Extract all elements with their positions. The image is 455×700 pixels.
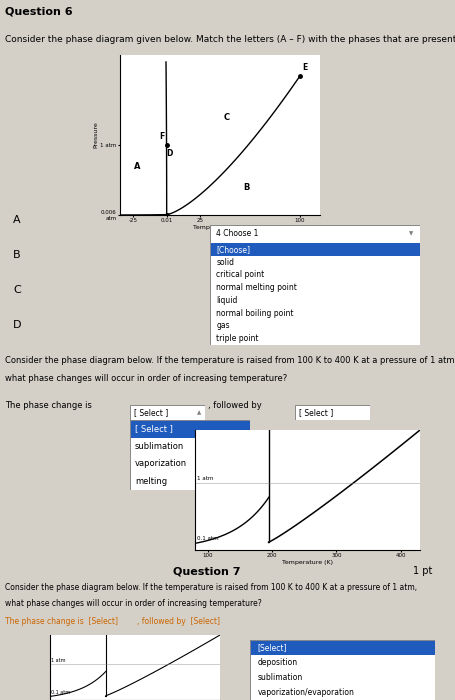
FancyBboxPatch shape bbox=[250, 670, 435, 685]
Text: C: C bbox=[13, 285, 21, 295]
Text: F: F bbox=[159, 132, 164, 141]
Text: Question 7: Question 7 bbox=[173, 566, 240, 576]
FancyBboxPatch shape bbox=[295, 405, 370, 420]
FancyBboxPatch shape bbox=[130, 420, 250, 438]
FancyBboxPatch shape bbox=[210, 332, 420, 345]
Text: normal boiling point: normal boiling point bbox=[216, 309, 294, 318]
Text: 4 Choose 1: 4 Choose 1 bbox=[216, 230, 259, 239]
Text: C: C bbox=[223, 113, 230, 122]
Text: [ Select ]: [ Select ] bbox=[299, 408, 333, 417]
FancyBboxPatch shape bbox=[210, 269, 420, 281]
Text: Consider the phase diagram below. If the temperature is raised from 100 K to 400: Consider the phase diagram below. If the… bbox=[5, 356, 455, 365]
Text: sublimation: sublimation bbox=[258, 673, 303, 682]
FancyBboxPatch shape bbox=[130, 455, 250, 472]
FancyBboxPatch shape bbox=[130, 473, 250, 490]
FancyBboxPatch shape bbox=[250, 685, 435, 700]
Text: [Choose]: [Choose] bbox=[216, 245, 250, 254]
Text: The phase change is  [Select]        , followed by  [Select]: The phase change is [Select] , followed … bbox=[5, 617, 220, 626]
Text: 0.1 atm: 0.1 atm bbox=[197, 536, 218, 541]
Text: vaporization: vaporization bbox=[135, 459, 187, 468]
Text: gas: gas bbox=[216, 321, 230, 330]
Text: melting: melting bbox=[135, 477, 167, 486]
Text: , followed by: , followed by bbox=[208, 400, 262, 410]
FancyBboxPatch shape bbox=[250, 640, 435, 655]
FancyBboxPatch shape bbox=[210, 256, 420, 269]
Text: 1 atm: 1 atm bbox=[51, 658, 66, 663]
Text: what phase changes will occur in order of increasing temperature?: what phase changes will occur in order o… bbox=[5, 374, 287, 383]
Text: B: B bbox=[13, 250, 21, 260]
FancyBboxPatch shape bbox=[130, 405, 205, 420]
Text: critical point: critical point bbox=[216, 270, 264, 279]
Text: [ Select ]: [ Select ] bbox=[134, 408, 168, 417]
Text: Consider the phase diagram given below. Match the letters (A – F) with the phase: Consider the phase diagram given below. … bbox=[5, 36, 455, 45]
Text: A: A bbox=[134, 162, 141, 171]
X-axis label: Temperature (°C): Temperature (°C) bbox=[193, 225, 247, 230]
Text: B: B bbox=[243, 183, 250, 192]
Text: Question 6: Question 6 bbox=[5, 6, 72, 16]
Text: liquid: liquid bbox=[216, 296, 238, 305]
FancyBboxPatch shape bbox=[130, 438, 250, 455]
Text: solid: solid bbox=[216, 258, 234, 267]
FancyBboxPatch shape bbox=[210, 319, 420, 332]
X-axis label: Temperature (K): Temperature (K) bbox=[282, 560, 333, 565]
Text: ▲: ▲ bbox=[197, 410, 201, 415]
Text: A: A bbox=[13, 215, 21, 225]
FancyBboxPatch shape bbox=[210, 225, 420, 243]
FancyBboxPatch shape bbox=[210, 294, 420, 307]
Y-axis label: Pressure: Pressure bbox=[94, 122, 99, 148]
Text: normal melting point: normal melting point bbox=[216, 283, 297, 292]
Text: The phase change is: The phase change is bbox=[5, 400, 91, 410]
Text: sublimation: sublimation bbox=[135, 442, 184, 451]
Text: ▼: ▼ bbox=[410, 232, 414, 237]
Text: Consider the phase diagram below. If the temperature is raised from 100 K to 400: Consider the phase diagram below. If the… bbox=[5, 582, 417, 592]
Text: D: D bbox=[13, 321, 21, 330]
Text: 1 atm: 1 atm bbox=[197, 476, 213, 481]
Text: what phase changes will occur in order of increasing temperature?: what phase changes will occur in order o… bbox=[5, 599, 261, 608]
Text: [ Select ]: [ Select ] bbox=[135, 424, 173, 433]
FancyBboxPatch shape bbox=[210, 281, 420, 294]
FancyBboxPatch shape bbox=[210, 307, 420, 319]
Text: E: E bbox=[303, 64, 308, 72]
FancyBboxPatch shape bbox=[250, 655, 435, 670]
FancyBboxPatch shape bbox=[210, 243, 420, 256]
Text: D: D bbox=[167, 149, 173, 158]
Text: triple point: triple point bbox=[216, 334, 259, 343]
Text: 1 pt: 1 pt bbox=[413, 566, 432, 576]
Text: deposition: deposition bbox=[258, 658, 298, 667]
Text: [Select]: [Select] bbox=[258, 643, 287, 652]
Text: vaporization/evaporation: vaporization/evaporation bbox=[258, 688, 354, 697]
Text: 0.1 atm: 0.1 atm bbox=[51, 690, 71, 695]
